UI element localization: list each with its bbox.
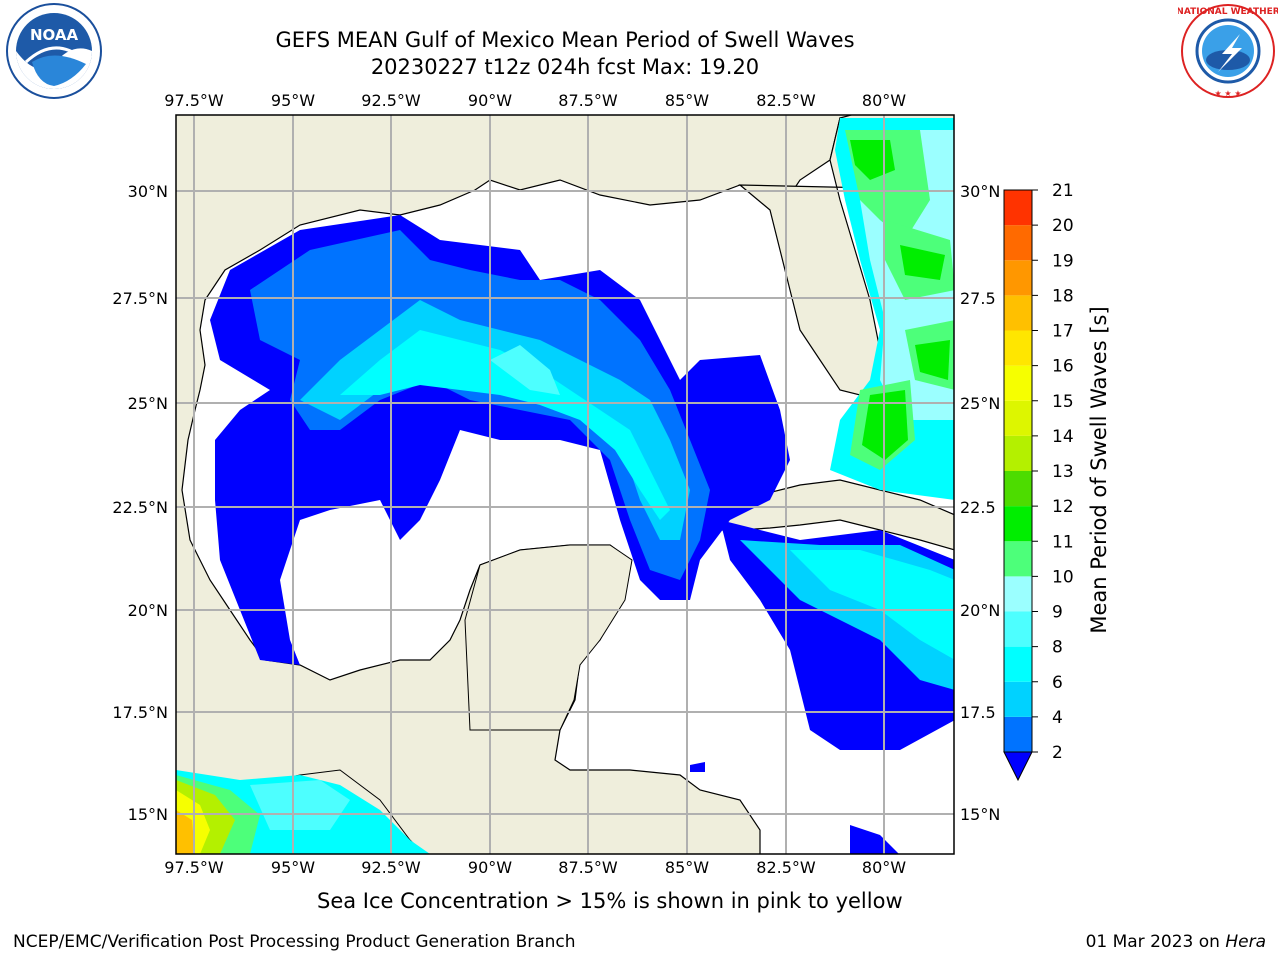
lat-tick-right: 30°N bbox=[960, 182, 1000, 201]
colorbar-tick-label: 17 bbox=[1052, 322, 1074, 342]
lon-tick-top: 95°W bbox=[271, 91, 315, 110]
lon-tick-bottom: 80°W bbox=[862, 858, 906, 877]
colorbar-swatch bbox=[1004, 295, 1032, 331]
lon-tick-top: 87.5°W bbox=[558, 91, 618, 110]
colorbar-tick-label: 16 bbox=[1052, 357, 1074, 377]
colorbar-swatch bbox=[1004, 330, 1032, 366]
lat-tick-left: 22.5°N bbox=[112, 498, 168, 517]
swell-contours bbox=[176, 118, 954, 854]
lon-tick-bottom: 92.5°W bbox=[361, 858, 421, 877]
colorbar-tick-label: 15 bbox=[1052, 392, 1074, 412]
lon-tick-bottom: 82.5°W bbox=[756, 858, 816, 877]
lat-tick-left: 17.5°N bbox=[112, 703, 168, 722]
colorbar-label: Mean Period of Swell Waves [s] bbox=[1087, 306, 1111, 633]
colorbar-tick-label: 12 bbox=[1052, 497, 1074, 517]
colorbar-tick-label: 20 bbox=[1052, 216, 1074, 236]
noaa-logo-icon: NOAA bbox=[6, 3, 102, 99]
lat-tick-left: 30°N bbox=[128, 182, 168, 201]
colorbar-tick-label: 2 bbox=[1052, 743, 1063, 763]
colorbar-swatch bbox=[1004, 260, 1032, 296]
colorbar: 2 4 6 8 9 10 11 12 13 14 15 16 17 18 19 20 21 bbox=[1003, 181, 1074, 782]
map-frame bbox=[175, 114, 955, 855]
colorbar-tick-label: 11 bbox=[1052, 532, 1074, 552]
colorbar-swatch bbox=[1004, 506, 1032, 542]
land-yucatan bbox=[464, 544, 633, 731]
colorbar-swatch bbox=[1004, 576, 1032, 612]
lon-tick-bottom: 90°W bbox=[468, 858, 512, 877]
lat-tick-right: 20°N bbox=[960, 601, 1000, 620]
colorbar-swatch bbox=[1004, 225, 1032, 261]
footer-credit: NCEP/EMC/Verification Post Processing Pr… bbox=[13, 932, 576, 952]
colorbar-tick-label: 19 bbox=[1052, 251, 1074, 271]
colorbar-tick-label: 13 bbox=[1052, 462, 1074, 482]
lat-tick-right: 17.5 bbox=[960, 703, 996, 722]
colorbar-tick-label: 8 bbox=[1052, 638, 1063, 658]
colorbar-swatch bbox=[1004, 365, 1032, 401]
lat-tick-left: 25°N bbox=[128, 394, 168, 413]
colorbar-swatch bbox=[1004, 400, 1032, 436]
colorbar-tick-label: 21 bbox=[1052, 181, 1074, 201]
svg-text:★ ★ ★: ★ ★ ★ bbox=[1214, 89, 1241, 98]
colorbar-swatch bbox=[1004, 681, 1032, 717]
svg-text:NOAA: NOAA bbox=[30, 26, 79, 44]
lon-tick-top: 85°W bbox=[665, 91, 709, 110]
graticule bbox=[176, 115, 954, 854]
footer-date: 01 Mar 2023 on Hera bbox=[1085, 932, 1266, 952]
lon-tick-top: 80°W bbox=[862, 91, 906, 110]
colorbar-tick-label: 6 bbox=[1052, 673, 1063, 693]
lon-tick-top: 82.5°W bbox=[756, 91, 816, 110]
colorbar-tick-label: 4 bbox=[1052, 708, 1063, 728]
colorbar-tick-label: 9 bbox=[1052, 603, 1063, 623]
colorbar-tick-label: 10 bbox=[1052, 567, 1074, 587]
map-subtitle: 20230227 t12z 024h fcst Max: 19.20 bbox=[370, 55, 760, 79]
colorbar-swatch bbox=[1004, 646, 1032, 682]
lon-tick-top: 92.5°W bbox=[361, 91, 421, 110]
colorbar-swatch bbox=[1004, 435, 1032, 471]
lon-tick-bottom: 95°W bbox=[271, 858, 315, 877]
nws-logo-icon: NATIONAL WEATHER ★ ★ ★ bbox=[1178, 4, 1278, 98]
lat-tick-left: 20°N bbox=[128, 601, 168, 620]
lat-tick-right: 22.5 bbox=[960, 498, 996, 517]
lon-tick-bottom: 97.5°W bbox=[164, 858, 224, 877]
map-title: GEFS MEAN Gulf of Mexico Mean Period of … bbox=[275, 28, 855, 52]
lat-tick-right: 15°N bbox=[960, 805, 1000, 824]
lat-tick-left: 15°N bbox=[128, 805, 168, 824]
lon-tick-bottom: 87.5°W bbox=[558, 858, 618, 877]
lat-tick-right: 25°N bbox=[960, 394, 1000, 413]
sea-ice-note: Sea Ice Concentration > 15% is shown in … bbox=[317, 889, 903, 913]
lon-tick-top: 97.5°W bbox=[164, 91, 224, 110]
colorbar-tick-label: 14 bbox=[1052, 427, 1074, 447]
colorbar-swatch bbox=[1004, 471, 1032, 507]
colorbar-swatch bbox=[1004, 716, 1032, 752]
colorbar-tick-label: 18 bbox=[1052, 286, 1074, 306]
colorbar-swatch bbox=[1004, 611, 1032, 647]
colorbar-under-arrow bbox=[1003, 751, 1033, 782]
map-panel bbox=[176, 115, 954, 854]
lat-tick-left: 27.5°N bbox=[112, 289, 168, 308]
svg-text:NATIONAL WEATHER: NATIONAL WEATHER bbox=[1178, 7, 1278, 17]
colorbar-swatch bbox=[1004, 190, 1032, 226]
lon-tick-top: 90°W bbox=[468, 91, 512, 110]
lat-tick-right: 27.5 bbox=[960, 289, 996, 308]
lon-tick-bottom: 85°W bbox=[665, 858, 709, 877]
colorbar-swatch bbox=[1004, 541, 1032, 577]
